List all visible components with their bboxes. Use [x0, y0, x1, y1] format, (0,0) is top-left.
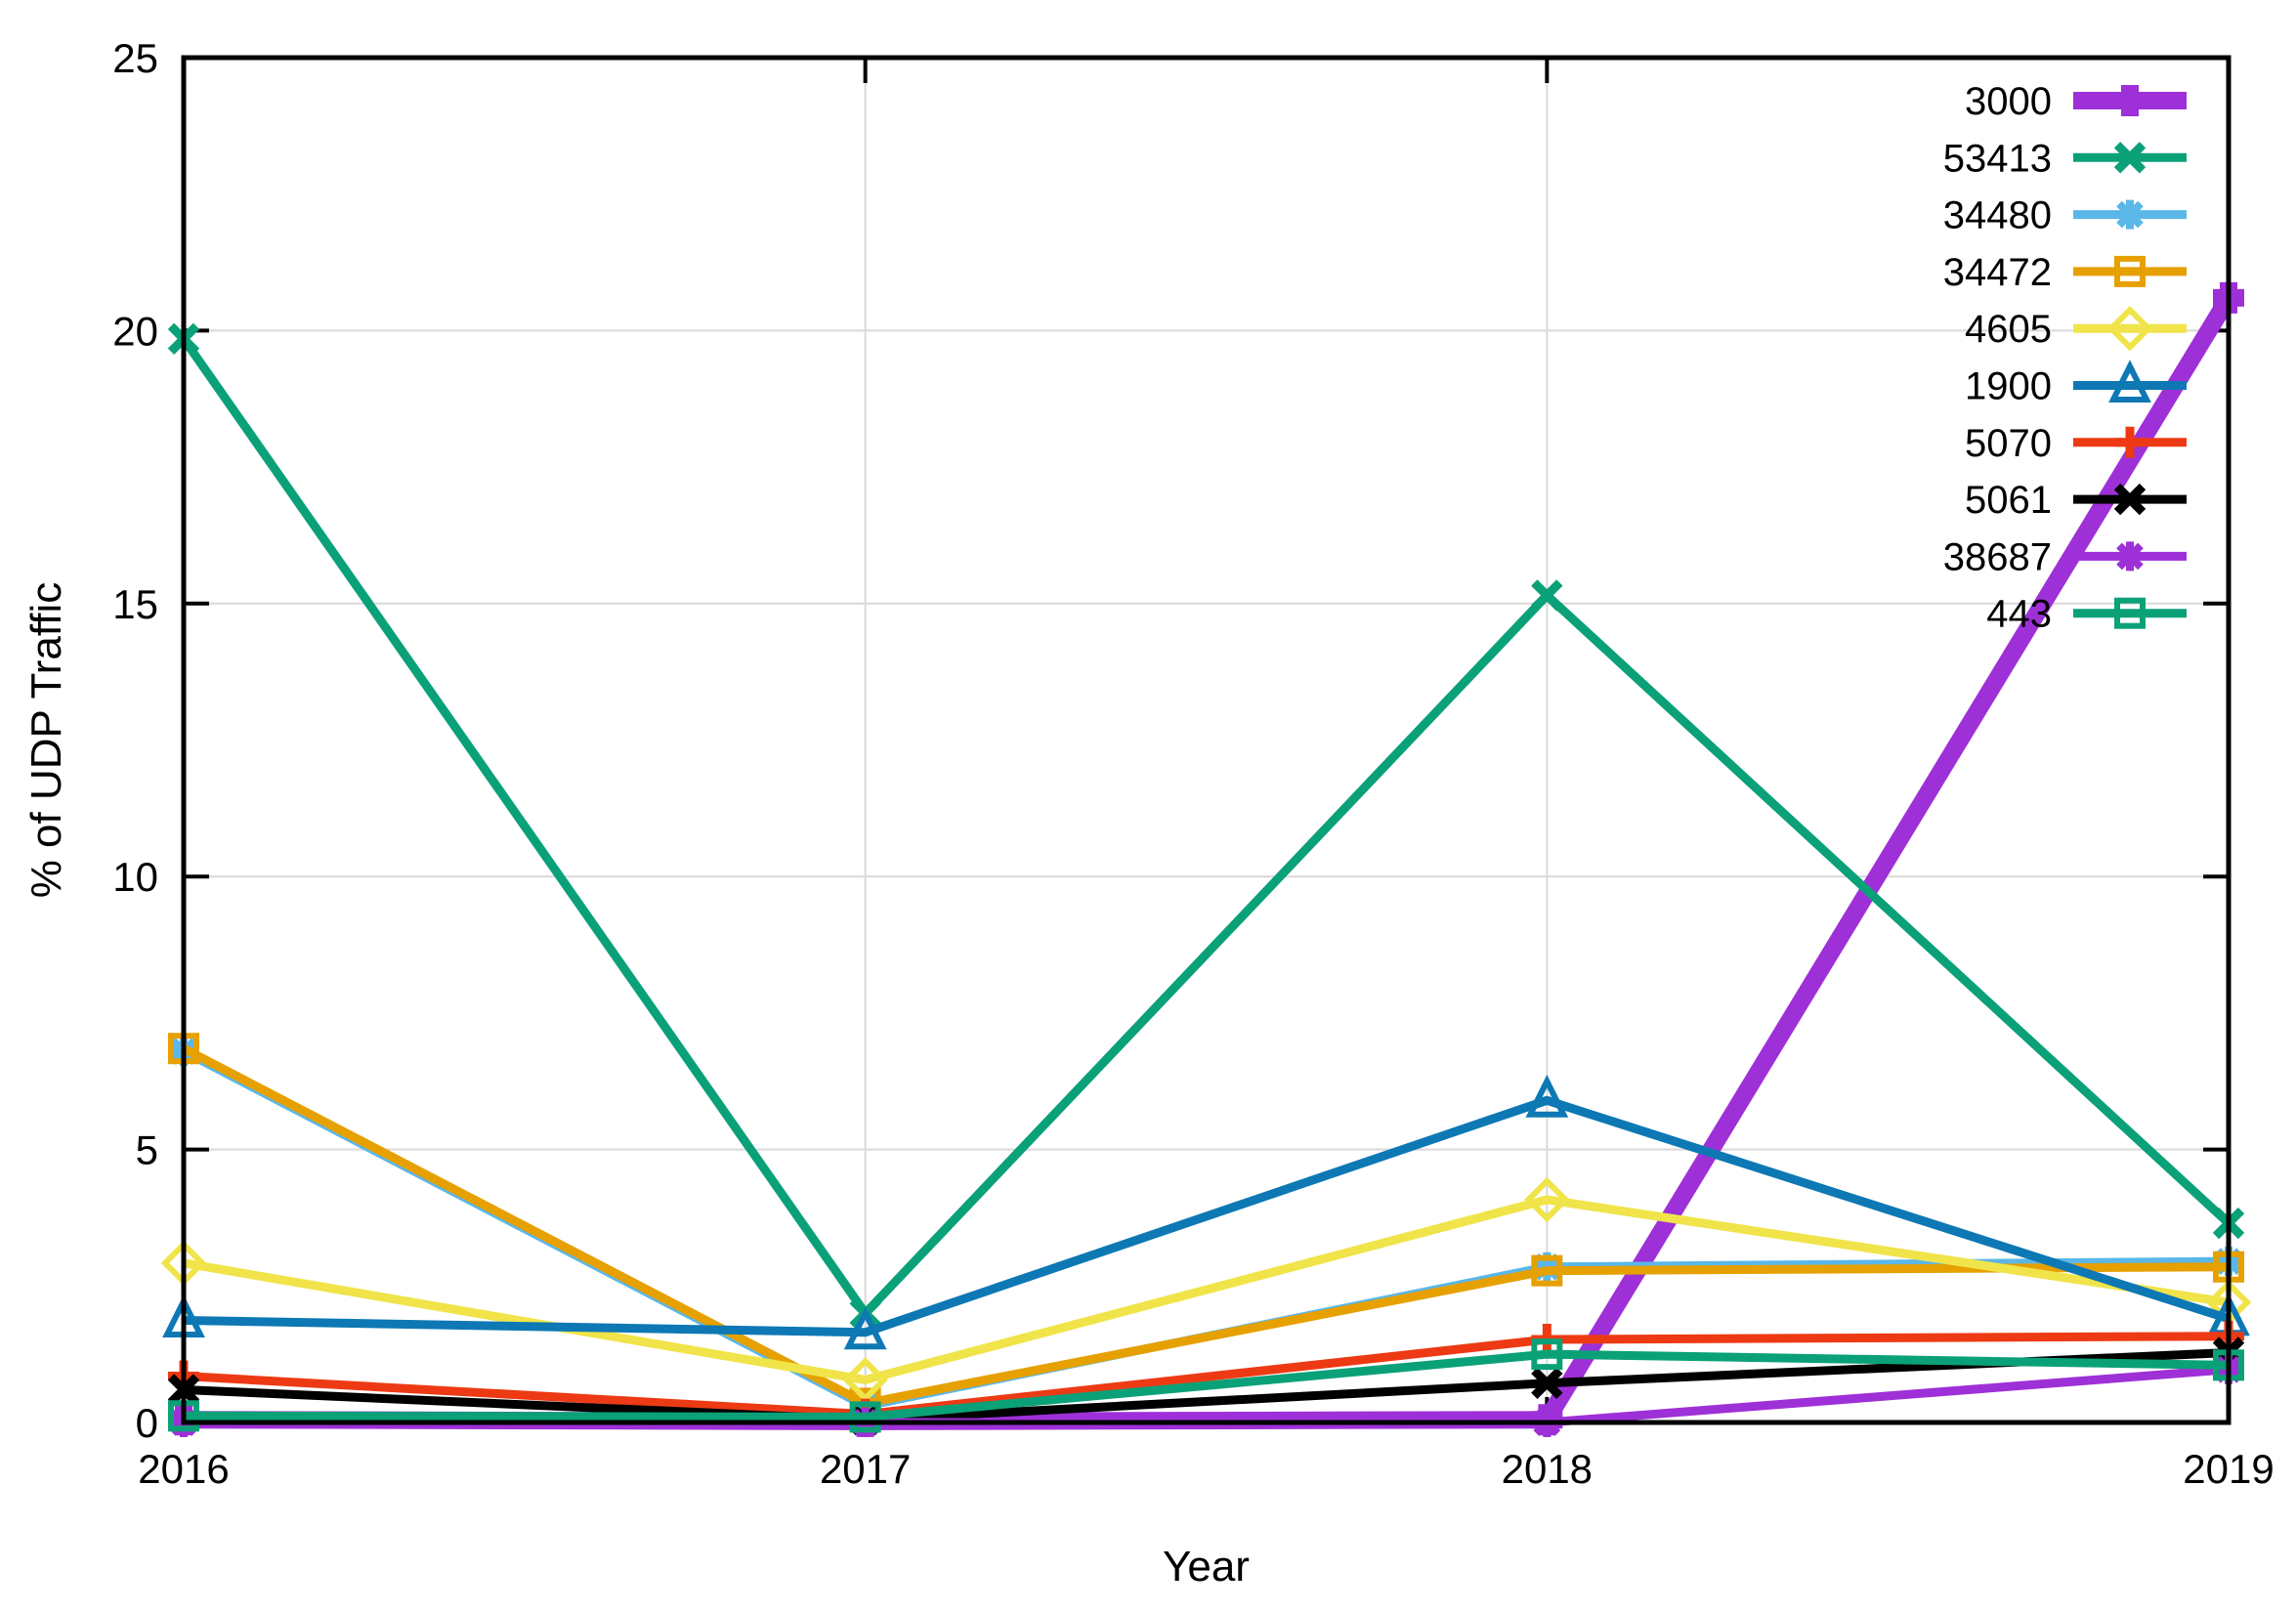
series-line-1900 — [183, 1095, 2231, 1337]
series-line-53413 — [180, 336, 2232, 1318]
legend-label-1900: 1900 — [1965, 365, 2052, 408]
legend-label-5070: 5070 — [1965, 422, 2052, 465]
plot-border — [181, 55, 2232, 1425]
series-line-4605 — [183, 1195, 2230, 1384]
marker-asterisk — [2115, 199, 2145, 230]
marker-triangle — [843, 1306, 887, 1350]
legend-label-5061: 5061 — [1965, 479, 2052, 522]
x-tick-label: 2017 — [820, 1446, 911, 1492]
x-tick-label: 2016 — [138, 1446, 229, 1492]
marker-cross — [2113, 142, 2147, 174]
legend-label-34472: 34472 — [1943, 251, 2052, 294]
marker-triangle — [2108, 360, 2151, 403]
marker-cross — [1531, 1367, 1563, 1399]
y-tick-label: 25 — [112, 35, 158, 81]
x-axis-label: Year — [1163, 1543, 1250, 1591]
marker-square — [1531, 1254, 1563, 1287]
x-tick-label: 2019 — [2183, 1446, 2274, 1492]
y-tick-label: 10 — [112, 854, 158, 900]
y-tick-label: 0 — [136, 1400, 158, 1446]
marker-square — [1531, 1338, 1563, 1371]
legend-label-38687: 38687 — [1943, 535, 2052, 578]
marker-triangle — [1525, 1075, 1569, 1118]
y-tick-label: 20 — [112, 308, 158, 354]
marker-asterisk — [2115, 541, 2145, 572]
y-axis-label: % of UDP Traffic — [22, 582, 70, 899]
legend-label-443: 443 — [1986, 593, 2052, 636]
series-line-5070 — [183, 1332, 2230, 1420]
marker-square — [2114, 597, 2146, 629]
legend-label-34480: 34480 — [1943, 194, 2052, 237]
y-tick-label: 5 — [136, 1127, 158, 1173]
marker-cross — [2113, 483, 2147, 516]
legend-label-3000: 3000 — [1965, 80, 2052, 123]
marker-square — [2114, 255, 2146, 287]
series-line-34472 — [181, 1044, 2230, 1408]
marker-plus — [2114, 426, 2146, 458]
marker-diamond — [842, 1357, 888, 1403]
series-line-5061 — [183, 1347, 2230, 1424]
marker-cross — [1531, 579, 1563, 612]
legend-label-4605: 4605 — [1965, 308, 2052, 351]
legend-label-53413: 53413 — [1943, 137, 2052, 180]
series-line-443 — [183, 1349, 2230, 1421]
marker-diamond — [1524, 1176, 1570, 1223]
y-tick-label: 15 — [112, 581, 158, 627]
marker-plus — [2114, 85, 2146, 116]
x-tick-label: 2018 — [1502, 1446, 1593, 1492]
marker-square — [849, 1401, 881, 1433]
marker-diamond — [2106, 305, 2153, 352]
